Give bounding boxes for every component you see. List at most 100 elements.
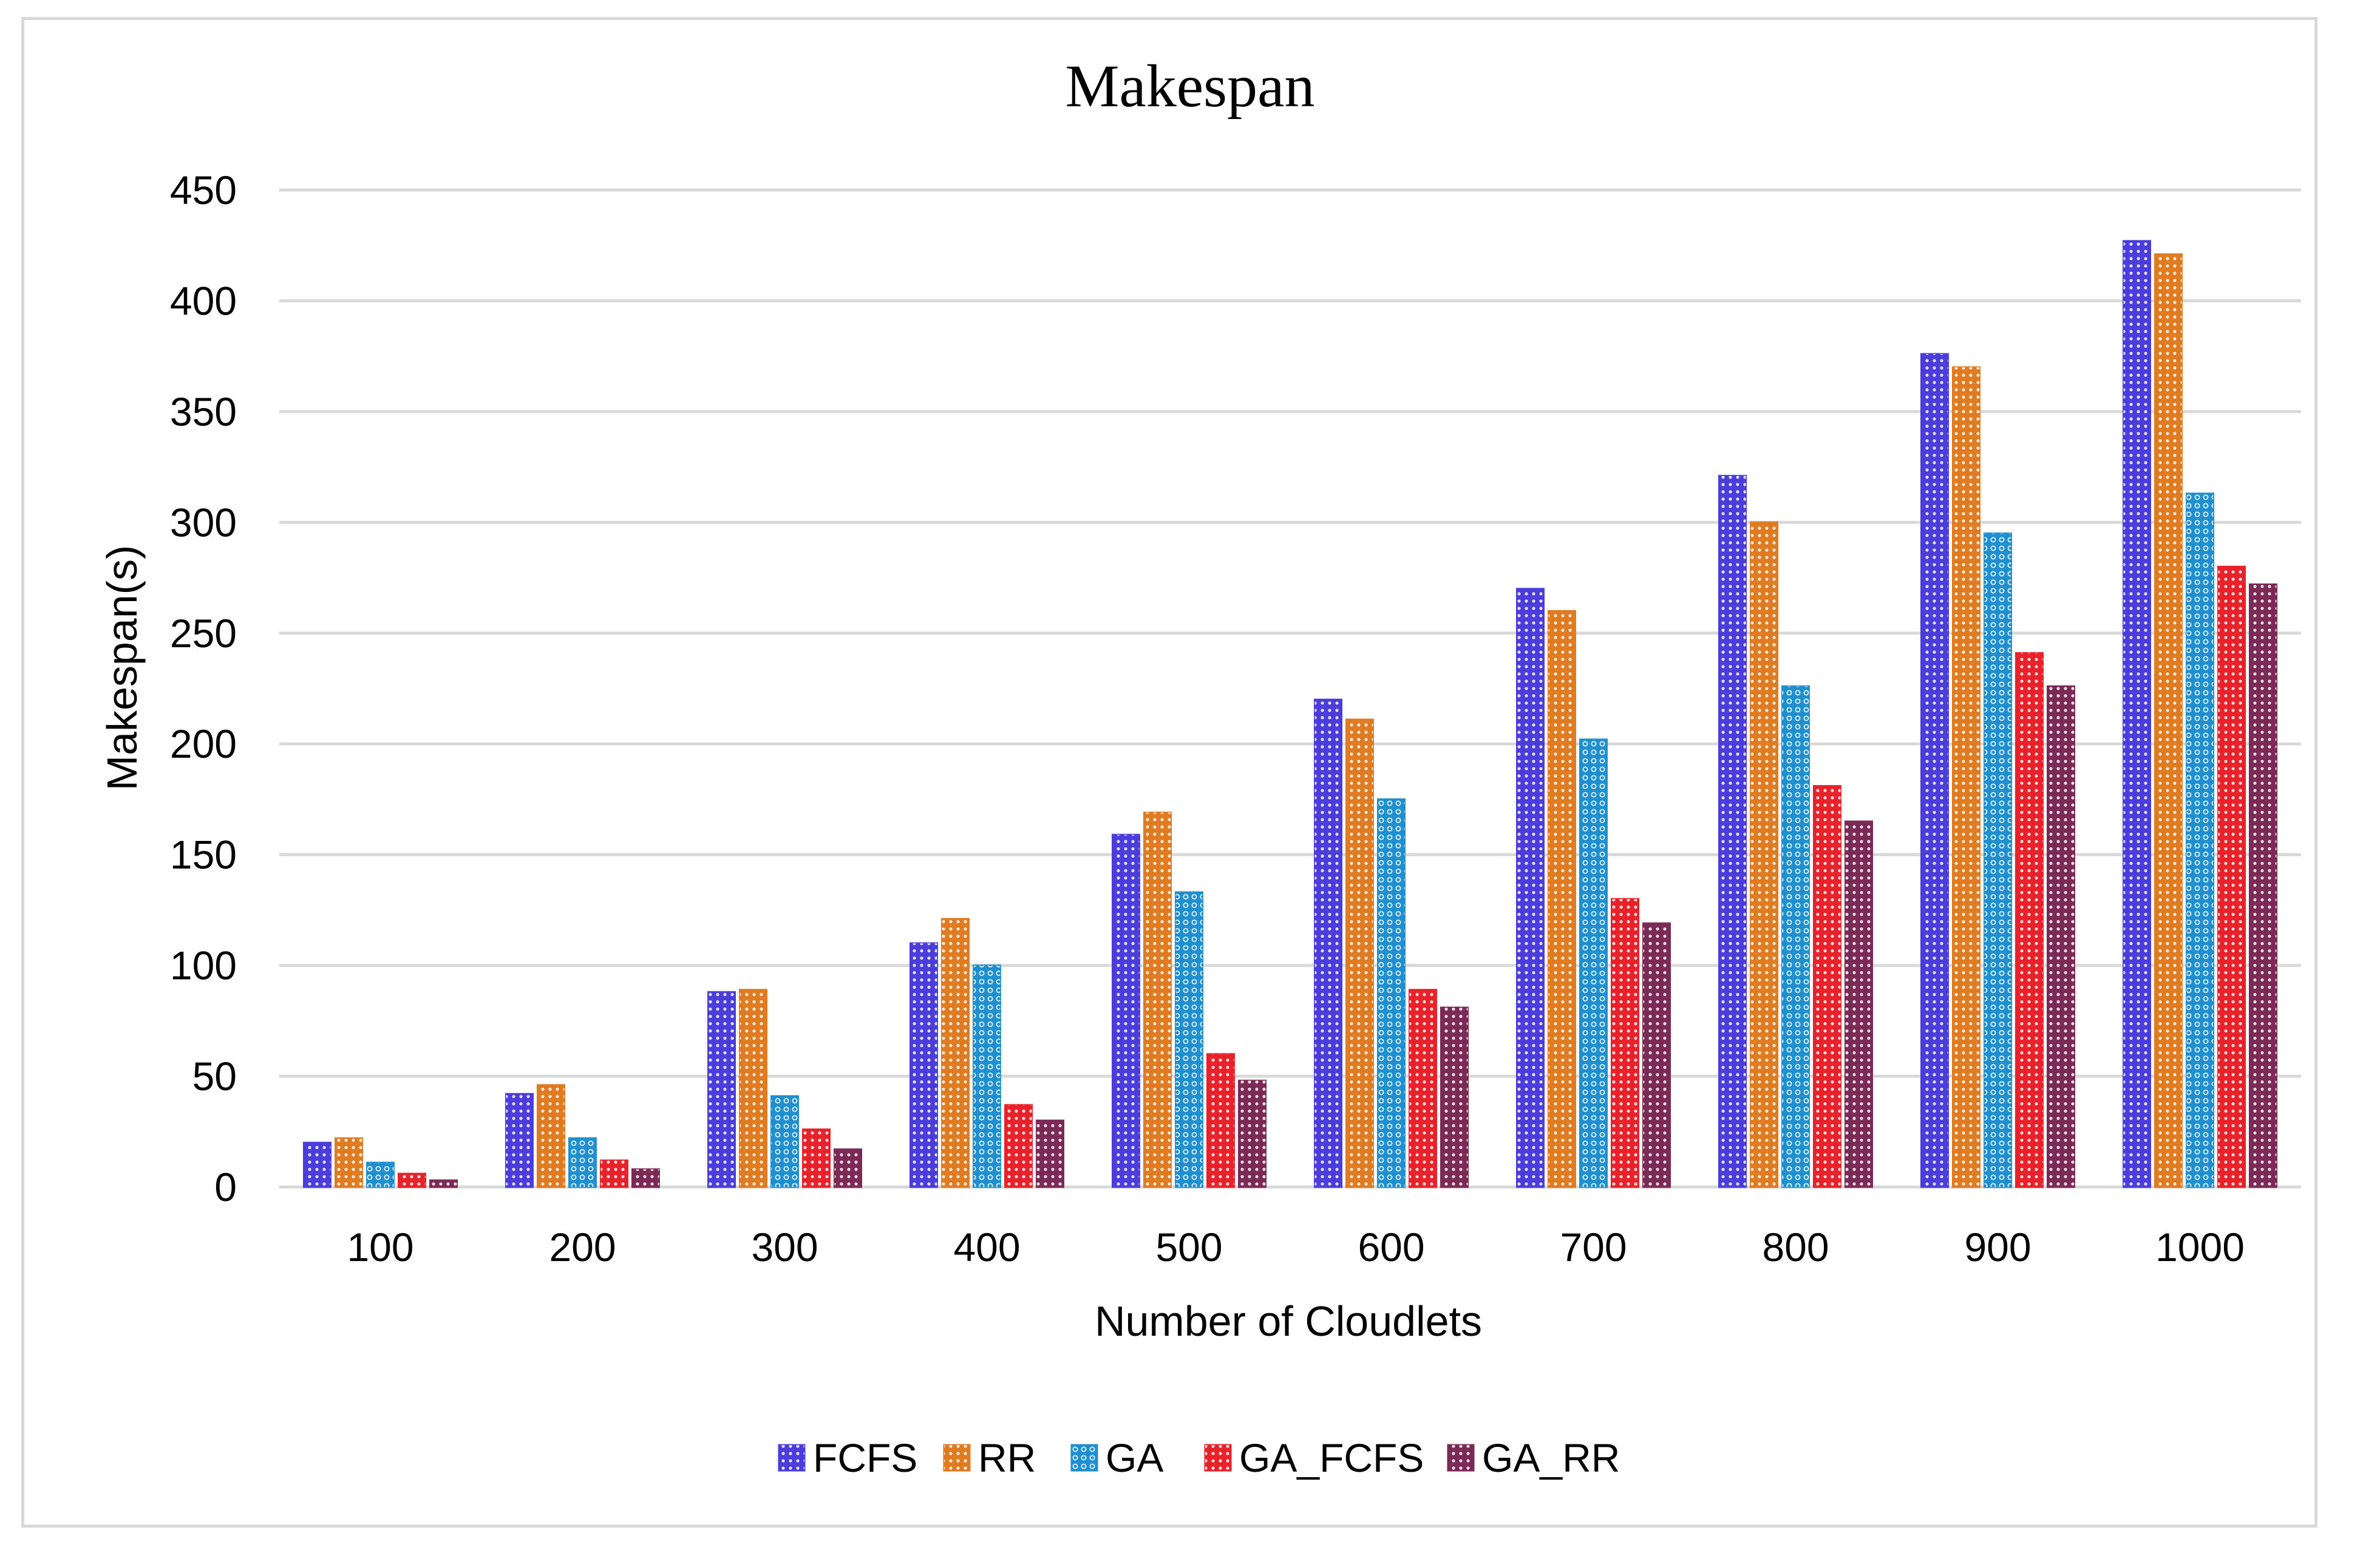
y-tick-label: 400 (170, 278, 237, 323)
bar-ga-rr-100 (429, 1179, 458, 1188)
bar-ga-fcfs-600 (1409, 988, 1437, 1188)
bar-pattern (1144, 812, 1171, 1187)
bar-pattern (1036, 1120, 1064, 1187)
bar-pattern (506, 1093, 533, 1187)
bar-pattern (803, 1129, 830, 1187)
x-axis-ticks: 100 200 300 400 500 600 700 800 900 1000 (347, 1225, 2244, 1270)
bar-ga-rr-1000 (2249, 583, 2277, 1188)
legend-item-ga: GA (1070, 1435, 1163, 1480)
legend: FCFS RR GA GA_FCFS GA_RR (778, 1435, 1620, 1480)
bar-rr-600 (1345, 718, 1374, 1188)
x-tick-label: 1000 (2155, 1225, 2245, 1270)
bar-ga-600 (1377, 798, 1406, 1188)
bar-ga-700 (1579, 738, 1608, 1188)
bar-fcfs-600 (1314, 698, 1342, 1188)
bar-ga-1000 (2186, 492, 2214, 1188)
legend-swatch-pattern (1072, 1445, 1097, 1471)
bar-ga-rr-600 (1440, 1006, 1469, 1188)
bar-pattern (1314, 699, 1342, 1187)
bar-pattern (569, 1138, 596, 1187)
x-tick-label: 600 (1358, 1225, 1424, 1270)
bar-ga-fcfs-400 (1004, 1104, 1033, 1188)
x-tick-label: 400 (953, 1225, 1020, 1270)
bar-pattern (1611, 899, 1639, 1187)
y-axis-ticks: 0 50 100 150 200 250 300 350 400 450 (170, 168, 237, 1209)
bar-pattern (708, 991, 735, 1187)
bar-rr-100 (335, 1137, 363, 1188)
legend-swatch-pattern (1205, 1445, 1231, 1471)
bar-fcfs-900 (1920, 353, 1949, 1188)
legend-label: RR (978, 1435, 1036, 1480)
bar-ga-fcfs-100 (398, 1172, 426, 1188)
bar-ga-rr-700 (1642, 922, 1671, 1188)
bar-pattern (1845, 821, 1872, 1187)
y-tick-label: 250 (170, 611, 237, 656)
y-tick-label: 450 (170, 168, 237, 213)
bar-rr-800 (1750, 521, 1778, 1188)
bar-pattern (1719, 475, 1746, 1187)
y-tick-label: 100 (170, 943, 237, 988)
bar-ga-500 (1175, 891, 1203, 1188)
bar-pattern (1782, 686, 1809, 1187)
bar-pattern (1207, 1054, 1234, 1187)
bar-pattern (1112, 834, 1140, 1187)
legend-label: GA_FCFS (1239, 1435, 1424, 1480)
bar-rr-900 (1952, 366, 1980, 1188)
y-tick-label: 200 (170, 721, 237, 766)
bar-pattern (1921, 354, 1948, 1187)
bar-fcfs-700 (1516, 588, 1545, 1188)
bar-fcfs-300 (707, 991, 736, 1188)
bar-pattern (632, 1169, 659, 1187)
bar-ga-rr-900 (2047, 685, 2075, 1188)
bar-pattern (2218, 566, 2245, 1187)
bar-ga-fcfs-900 (2015, 652, 2044, 1188)
legend-item-rr: RR (943, 1435, 1036, 1480)
bar-ga-400 (973, 964, 1001, 1188)
bar-fcfs-100 (303, 1141, 332, 1188)
bar-ga-fcfs-1000 (2217, 565, 2246, 1188)
bar-pattern (1005, 1104, 1032, 1187)
bar-ga-fcfs-700 (1611, 898, 1639, 1188)
bar-pattern (398, 1174, 426, 1187)
legend-swatch-pattern (779, 1445, 804, 1471)
x-tick-label: 200 (549, 1225, 616, 1270)
bar-pattern (910, 943, 937, 1187)
chart-title: Makespan (1066, 52, 1315, 120)
bar-rr-500 (1143, 811, 1172, 1188)
y-tick-label: 350 (170, 389, 237, 434)
bar-pattern (1441, 1007, 1468, 1187)
y-tick-label: 300 (170, 500, 237, 545)
bar-rr-700 (1548, 610, 1576, 1188)
legend-item-fcfs: FCFS (778, 1435, 917, 1480)
bar-rr-200 (537, 1084, 565, 1188)
x-tick-label: 800 (1762, 1225, 1829, 1270)
bar-pattern (771, 1096, 798, 1187)
bar-fcfs-400 (909, 942, 938, 1188)
legend-item-ga-rr: GA_RR (1447, 1435, 1620, 1480)
bar-fcfs-200 (505, 1093, 534, 1188)
legend-swatch-pattern (944, 1445, 970, 1471)
bar-fcfs-1000 (2123, 240, 2151, 1188)
bar-ga-rr-800 (1844, 820, 1873, 1188)
bar-ga-fcfs-500 (1206, 1053, 1235, 1188)
bar-pattern (1814, 786, 1841, 1187)
legend-swatch-pattern (1448, 1445, 1474, 1471)
bar-pattern (537, 1085, 565, 1187)
bar-pattern (1175, 892, 1203, 1187)
bar-fcfs-500 (1112, 834, 1140, 1188)
y-tick-label: 50 (192, 1054, 237, 1099)
bar-pattern (1984, 533, 2011, 1187)
bar-pattern (1346, 719, 1373, 1187)
bar-rr-400 (941, 917, 970, 1188)
x-tick-label: 700 (1560, 1225, 1627, 1270)
legend-item-ga-fcfs: GA_FCFS (1204, 1435, 1424, 1480)
bar-pattern (304, 1143, 331, 1187)
bar-ga-900 (1984, 532, 2012, 1188)
y-axis-title: Makespan(s) (98, 545, 146, 791)
bar-pattern (430, 1180, 457, 1187)
bar-pattern (739, 990, 767, 1187)
bar-pattern (2249, 584, 2277, 1187)
x-tick-label: 900 (1964, 1225, 2031, 1270)
bar-ga-rr-200 (631, 1168, 660, 1188)
bar-ga-rr-400 (1036, 1120, 1064, 1188)
